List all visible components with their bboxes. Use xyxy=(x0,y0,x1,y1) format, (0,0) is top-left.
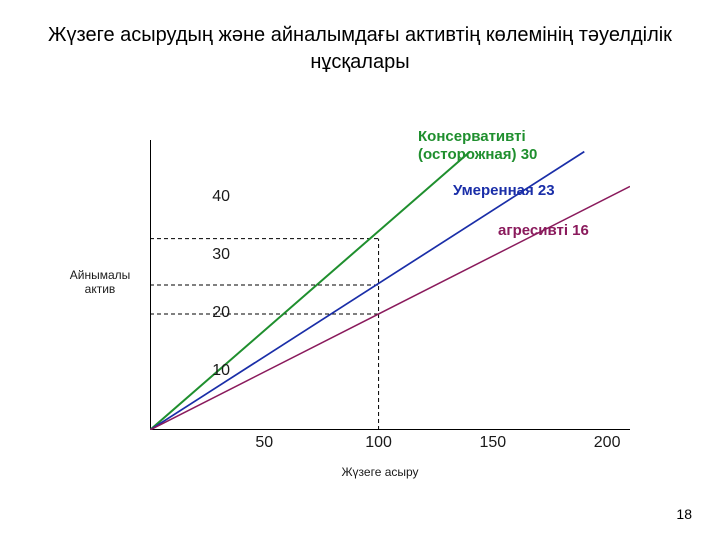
y-tick: 40 xyxy=(180,188,230,206)
slide: Жүзеге асырудың және айналымдағы активті… xyxy=(0,0,720,540)
page-number: 18 xyxy=(676,506,692,522)
chart-title: Жүзеге асырудың және айналымдағы активті… xyxy=(0,22,720,76)
x-tick: 100 xyxy=(349,434,409,452)
series-label-aggressive: агресивті 16 xyxy=(498,222,618,240)
series-label-conservative: Консервативті (осторожная) 30 xyxy=(418,128,598,164)
series-label-moderate: Умеренная 23 xyxy=(453,182,633,200)
x-tick: 50 xyxy=(234,434,294,452)
y-tick: 30 xyxy=(180,246,230,264)
y-tick: 20 xyxy=(180,304,230,322)
x-axis-label: Жүзеге асыру xyxy=(300,465,460,479)
x-tick: 150 xyxy=(463,434,523,452)
y-axis-label: Айнымалы актив xyxy=(60,268,140,297)
x-tick: 200 xyxy=(577,434,637,452)
y-tick: 10 xyxy=(180,362,230,380)
